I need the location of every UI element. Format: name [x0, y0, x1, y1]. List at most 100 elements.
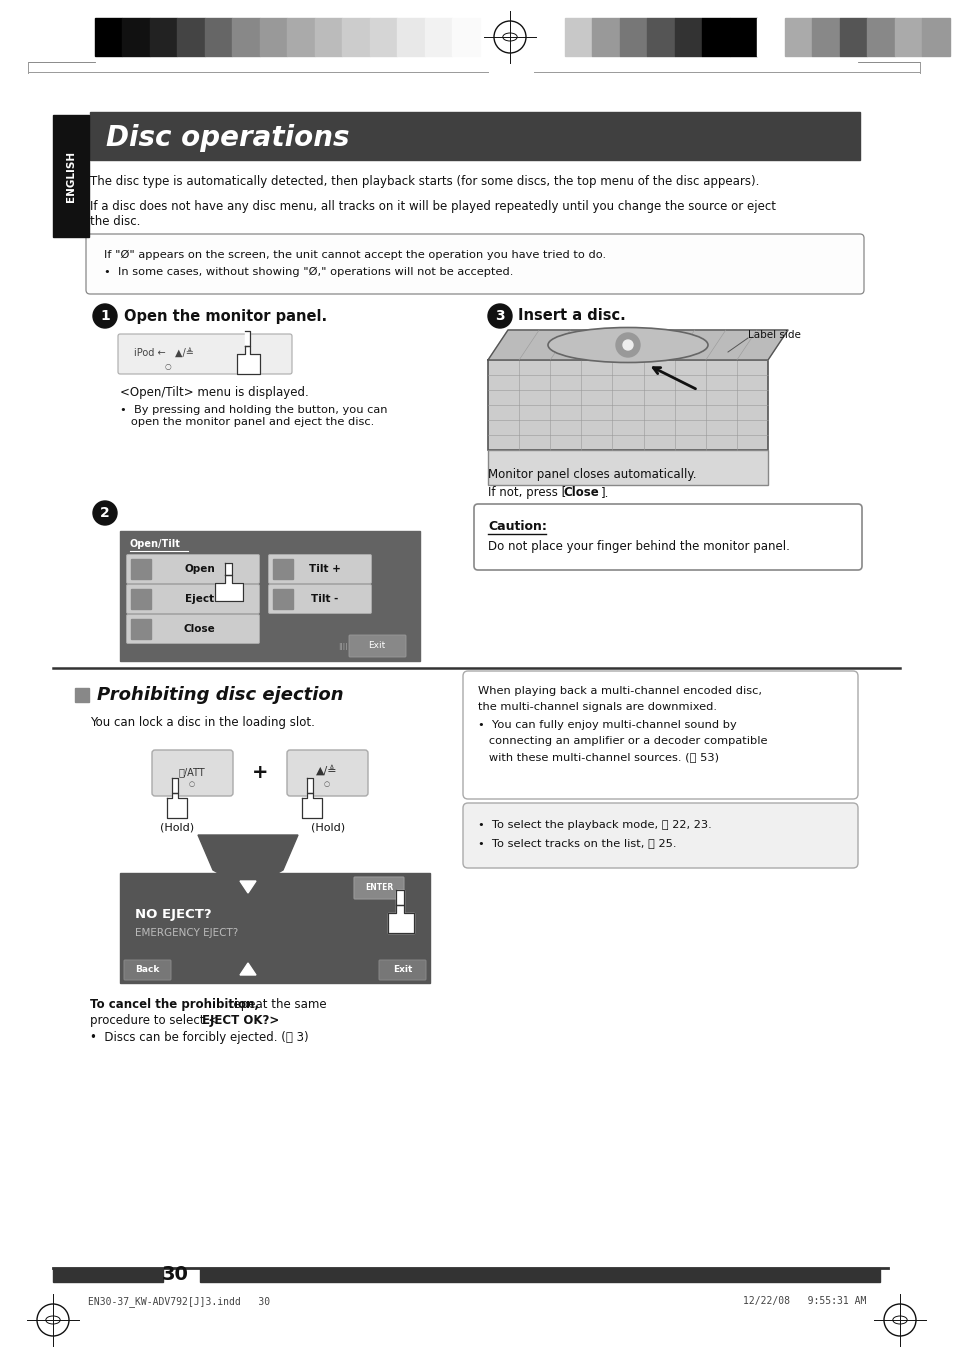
Bar	[260, 18, 287, 55]
Bar	[488, 450, 767, 485]
FancyBboxPatch shape	[118, 334, 292, 375]
Bar	[131, 558, 151, 579]
Text: Open the monitor panel.: Open the monitor panel.	[124, 308, 327, 323]
Polygon shape	[388, 904, 414, 933]
Text: +: +	[252, 764, 268, 783]
Text: EMERGENCY EJECT?: EMERGENCY EJECT?	[135, 927, 238, 938]
FancyBboxPatch shape	[127, 615, 259, 644]
FancyBboxPatch shape	[124, 960, 171, 980]
Text: To cancel the prohibition,: To cancel the prohibition,	[90, 998, 258, 1011]
Circle shape	[488, 304, 512, 329]
Circle shape	[92, 502, 117, 525]
Bar	[287, 18, 314, 55]
Bar	[729, 18, 757, 55]
Bar	[53, 115, 89, 237]
Text: You can lock a disc in the loading slot.: You can lock a disc in the loading slot.	[90, 717, 314, 729]
Polygon shape	[236, 346, 260, 375]
Bar	[95, 18, 122, 55]
Bar	[564, 18, 592, 55]
Text: ].: ].	[600, 485, 609, 499]
FancyBboxPatch shape	[86, 234, 863, 293]
Text: repeat the same: repeat the same	[225, 998, 326, 1011]
FancyBboxPatch shape	[474, 504, 862, 571]
Bar	[488, 360, 767, 450]
FancyBboxPatch shape	[268, 584, 371, 614]
Bar	[233, 18, 260, 55]
Bar	[205, 18, 233, 55]
Text: Label side: Label side	[747, 330, 800, 339]
Polygon shape	[167, 794, 187, 818]
Bar	[866, 18, 894, 55]
Bar	[397, 18, 424, 55]
Text: EN30-37_KW-ADV792[J]3.indd   30: EN30-37_KW-ADV792[J]3.indd 30	[88, 1297, 270, 1307]
Bar	[273, 589, 293, 608]
Polygon shape	[172, 777, 178, 794]
Polygon shape	[198, 836, 297, 890]
Bar	[120, 873, 430, 983]
FancyBboxPatch shape	[462, 803, 857, 868]
Bar	[784, 18, 812, 55]
Text: Close: Close	[562, 485, 598, 499]
Text: 12/22/08   9:55:31 AM: 12/22/08 9:55:31 AM	[741, 1297, 865, 1306]
Bar	[273, 558, 293, 579]
FancyBboxPatch shape	[378, 960, 426, 980]
Circle shape	[622, 339, 633, 350]
Text: <Open/Tilt> menu is displayed.: <Open/Tilt> menu is displayed.	[120, 387, 309, 399]
Text: ▲/≜: ▲/≜	[315, 765, 337, 776]
FancyBboxPatch shape	[127, 584, 259, 614]
Text: NO EJECT?: NO EJECT?	[135, 909, 212, 921]
Polygon shape	[302, 794, 322, 818]
FancyBboxPatch shape	[152, 750, 233, 796]
Text: EJECT OK?>: EJECT OK?>	[202, 1014, 279, 1028]
Bar	[701, 18, 729, 55]
Polygon shape	[395, 890, 403, 904]
Text: If a disc does not have any disc menu, all tracks on it will be played repeatedl: If a disc does not have any disc menu, a…	[90, 200, 775, 228]
Bar	[131, 619, 151, 639]
Text: with these multi-channel sources. (Ⓜ 53): with these multi-channel sources. (Ⓜ 53)	[477, 752, 719, 763]
Text: connecting an amplifier or a decoder compatible: connecting an amplifier or a decoder com…	[477, 735, 767, 746]
Text: 2: 2	[100, 506, 110, 521]
Text: Tilt -: Tilt -	[311, 594, 338, 604]
Bar	[177, 18, 205, 55]
Bar	[370, 18, 397, 55]
Bar	[200, 1268, 879, 1282]
Text: (Hold): (Hold)	[160, 823, 193, 833]
Text: Close: Close	[183, 625, 215, 634]
Text: 3: 3	[495, 310, 504, 323]
FancyBboxPatch shape	[354, 877, 403, 899]
Text: Insert a disc.: Insert a disc.	[517, 308, 625, 323]
Text: Open: Open	[184, 564, 214, 575]
Bar	[812, 18, 840, 55]
Bar	[647, 18, 675, 55]
Text: ENTER: ENTER	[364, 883, 393, 892]
Ellipse shape	[547, 327, 707, 362]
Text: iPod ←   ▲/≜: iPod ← ▲/≜	[133, 347, 193, 358]
Text: ||||: ||||	[337, 642, 347, 649]
Polygon shape	[240, 882, 255, 894]
Text: ENGLISH: ENGLISH	[66, 150, 76, 201]
Text: 30: 30	[161, 1265, 189, 1284]
Bar	[424, 18, 452, 55]
Bar	[314, 18, 342, 55]
Text: The disc type is automatically detected, then playback starts (for some discs, t: The disc type is automatically detected,…	[90, 174, 759, 188]
Text: 1: 1	[100, 310, 110, 323]
Text: ⏻/ATT: ⏻/ATT	[178, 767, 205, 777]
Circle shape	[616, 333, 639, 357]
Text: Exit: Exit	[393, 965, 413, 975]
Text: If not, press [: If not, press [	[488, 485, 566, 499]
Bar	[122, 18, 150, 55]
Text: Exit: Exit	[368, 641, 385, 650]
Bar	[894, 18, 922, 55]
FancyBboxPatch shape	[462, 671, 857, 799]
Polygon shape	[488, 330, 787, 360]
Text: •  To select the playback mode, Ⓜ 22, 23.: • To select the playback mode, Ⓜ 22, 23.	[477, 821, 711, 830]
Polygon shape	[240, 963, 255, 975]
Text: ○: ○	[189, 781, 194, 787]
Polygon shape	[245, 331, 250, 346]
Text: ○: ○	[165, 362, 172, 370]
Text: •  You can fully enjoy multi-channel sound by: • You can fully enjoy multi-channel soun…	[477, 721, 736, 730]
Bar	[675, 18, 701, 55]
Text: Disc operations: Disc operations	[106, 124, 349, 151]
FancyBboxPatch shape	[287, 750, 368, 796]
Bar	[757, 18, 784, 55]
